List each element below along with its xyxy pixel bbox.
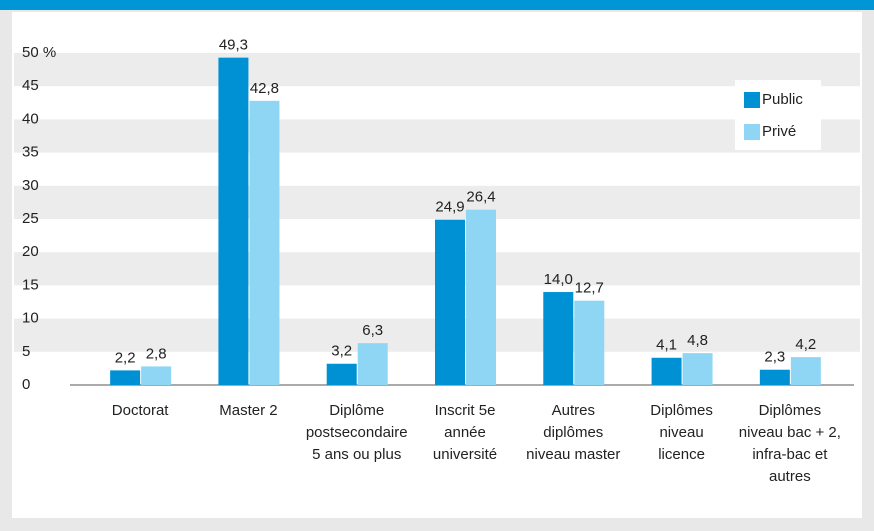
y-tick-label: 35 — [22, 144, 39, 161]
bar — [326, 363, 357, 385]
x-tick-label: niveau — [659, 424, 703, 441]
bar — [790, 357, 821, 385]
bar — [651, 357, 682, 385]
bar — [759, 369, 790, 385]
value-label: 14,0 — [544, 271, 573, 288]
x-tick-label: niveau master — [526, 446, 620, 463]
grid-band — [14, 53, 860, 87]
legend-swatch — [744, 92, 760, 108]
legend-label: Public — [762, 91, 803, 108]
value-label: 6,3 — [362, 322, 383, 339]
y-tick-label: 25 — [22, 210, 39, 227]
y-tick-label: 5 — [22, 343, 30, 360]
x-tick-label: Master 2 — [219, 402, 277, 419]
top-band — [0, 0, 874, 10]
y-tick-label: 40 — [22, 110, 39, 127]
x-tick-label: niveau bac + 2, — [739, 424, 841, 441]
value-label: 3,2 — [331, 343, 352, 360]
y-tick-label: 20 — [22, 243, 39, 260]
x-tick-label: Diplômes — [650, 402, 713, 419]
value-label: 2,8 — [146, 345, 167, 362]
x-tick-label: Diplôme — [329, 402, 384, 419]
bar — [110, 370, 141, 385]
x-tick-label: Doctorat — [112, 402, 170, 419]
x-tick-label: Autres — [552, 402, 595, 419]
value-label: 4,1 — [656, 337, 677, 354]
value-label: 42,8 — [250, 80, 279, 97]
y-tick-label: 45 — [22, 77, 39, 94]
x-tick-label: postsecondaire — [306, 424, 408, 441]
value-label: 2,2 — [115, 349, 136, 366]
y-tick-label: 30 — [22, 177, 39, 194]
x-tick-label: année — [444, 424, 486, 441]
bar — [682, 353, 713, 385]
x-tick-label: 5 ans ou plus — [312, 446, 401, 463]
legend-swatch — [744, 124, 760, 140]
value-label: 4,8 — [687, 332, 708, 349]
grid-band — [14, 119, 860, 153]
x-tick-label: université — [433, 446, 497, 463]
y-tick-label: 15 — [22, 276, 39, 293]
bar — [466, 209, 496, 385]
bar — [543, 292, 574, 385]
x-tick-label: licence — [658, 446, 705, 463]
value-label: 24,9 — [435, 199, 464, 216]
bar — [141, 366, 172, 385]
bar — [435, 219, 465, 385]
x-tick-label: Diplômes — [759, 402, 822, 419]
grid-band — [14, 185, 860, 219]
bar — [218, 57, 249, 385]
bar — [357, 343, 388, 385]
y-tick-label: 50 % — [22, 44, 56, 61]
y-tick-label: 10 — [22, 310, 39, 327]
value-label: 2,3 — [764, 349, 785, 366]
legend-label: Privé — [762, 123, 796, 140]
y-tick-label: 0 — [22, 376, 30, 393]
x-tick-label: infra-bac et — [752, 446, 828, 463]
bar — [249, 100, 280, 386]
value-label: 49,3 — [219, 37, 248, 54]
x-tick-label: Inscrit 5e — [435, 402, 496, 419]
value-label: 4,2 — [795, 336, 816, 353]
x-tick-label: diplômes — [543, 424, 603, 441]
value-label: 26,4 — [466, 189, 495, 206]
bar — [574, 300, 605, 385]
x-tick-label: autres — [769, 468, 811, 485]
value-label: 12,7 — [575, 280, 604, 297]
